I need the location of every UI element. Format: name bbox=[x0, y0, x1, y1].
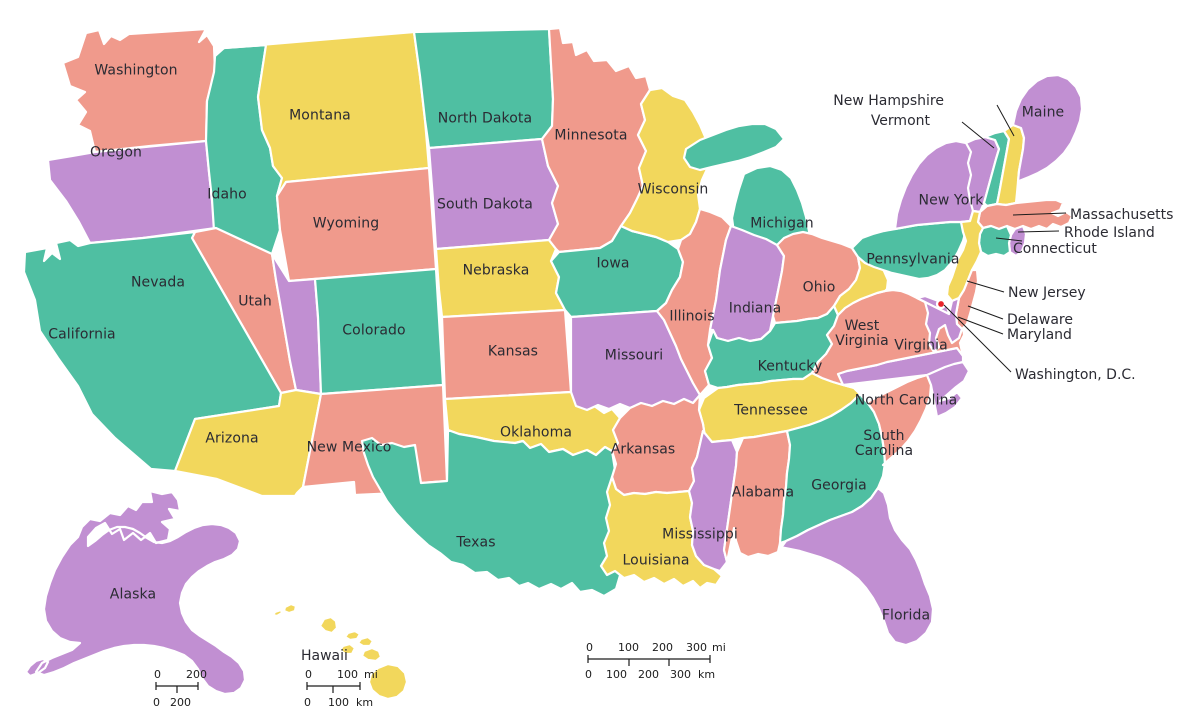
main-km-tick-200: 200 bbox=[638, 668, 659, 681]
leader-vermont bbox=[961, 121, 995, 149]
main-mi-tick-300: 300 bbox=[686, 641, 707, 654]
state-west-virginia[interactable] bbox=[832, 252, 890, 317]
main-km-tick-100: 100 bbox=[606, 668, 627, 681]
state-texas[interactable] bbox=[360, 428, 641, 598]
state-alaska[interactable] bbox=[24, 489, 247, 696]
state-kansas[interactable] bbox=[440, 308, 573, 401]
state-arkansas[interactable] bbox=[610, 393, 707, 497]
state-connecticut[interactable] bbox=[977, 224, 1013, 258]
district-of-columbia[interactable] bbox=[935, 298, 947, 310]
state-michigan-upper[interactable] bbox=[682, 122, 786, 172]
state-label-connecticut: Connecticut bbox=[1013, 241, 1097, 257]
state-label-new-jersey: New Jersey bbox=[1008, 285, 1086, 301]
main-km-tick-300: 300 bbox=[670, 668, 691, 681]
hawaii-km-unit: km bbox=[356, 696, 373, 709]
hawaii-inset-title: Hawaii bbox=[301, 648, 348, 664]
state-label-massachusetts: Massachusetts bbox=[1070, 207, 1174, 223]
leader-maryland bbox=[957, 316, 1004, 335]
leader-connecticut bbox=[995, 237, 1023, 242]
main-mi-tick-0: 0 bbox=[586, 641, 593, 654]
hawaii-mi-tick-100: 100 bbox=[337, 668, 358, 681]
alaska-mi-tick-200: 200 bbox=[186, 668, 207, 681]
alaska-mi-tick-0: 0 bbox=[154, 668, 161, 681]
alaska-km-tick-0: 0 bbox=[153, 696, 160, 709]
leader-new-jersey bbox=[966, 280, 1005, 293]
state-maine[interactable] bbox=[1011, 73, 1084, 184]
state-south-dakota[interactable] bbox=[427, 137, 560, 251]
state-label-new-hampshire: New Hampshire bbox=[833, 93, 944, 109]
state-shapes-group[interactable] bbox=[22, 26, 1084, 701]
state-virginia[interactable] bbox=[810, 288, 966, 387]
hawaii-km-tick-0: 0 bbox=[304, 696, 311, 709]
state-florida[interactable] bbox=[776, 486, 935, 647]
state-wyoming[interactable] bbox=[275, 166, 438, 283]
main-mi-tick-200: 200 bbox=[652, 641, 673, 654]
leader-massachusetts bbox=[1012, 212, 1067, 216]
state-north-dakota[interactable] bbox=[412, 27, 555, 150]
leader-rhode-island bbox=[1017, 230, 1060, 233]
state-label-vermont: Vermont bbox=[870, 113, 930, 129]
hawaii-mi-tick-0: 0 bbox=[305, 668, 312, 681]
alaska-km-tick-200: 200 bbox=[170, 696, 191, 709]
state-nebraska[interactable] bbox=[434, 238, 567, 319]
main-km-unit: km bbox=[698, 668, 715, 681]
state-maryland[interactable] bbox=[915, 294, 964, 354]
state-label-rhode-island: Rhode Island bbox=[1064, 225, 1155, 241]
state-oregon[interactable] bbox=[46, 139, 218, 245]
state-colorado[interactable] bbox=[313, 267, 445, 396]
state-hawaii[interactable] bbox=[271, 602, 409, 701]
scale-bar-main: 0 100 200 300 mi 0 100 200 300 km bbox=[585, 641, 726, 681]
leader-delaware bbox=[967, 305, 1004, 320]
state-label-maryland: Maryland bbox=[1007, 327, 1072, 343]
leader-new-hampshire bbox=[996, 104, 1015, 137]
state-label-delaware: Delaware bbox=[1007, 312, 1073, 328]
callout-leader-lines bbox=[943, 104, 1067, 373]
hawaii-km-tick-100: 100 bbox=[328, 696, 349, 709]
leader-washington-dc bbox=[943, 304, 1012, 373]
hawaii-mi-unit: mi bbox=[364, 668, 378, 681]
main-km-tick-0: 0 bbox=[585, 668, 592, 681]
main-mi-unit: mi bbox=[712, 641, 726, 654]
scale-bar-hawaii: 0 100 mi 0 100 km bbox=[304, 668, 378, 709]
state-alabama[interactable] bbox=[722, 429, 792, 564]
scale-bar-alaska: 0 200 0 200 bbox=[153, 668, 207, 709]
washington-dc-label: Washington, D.C. bbox=[1015, 367, 1136, 383]
state-washington[interactable] bbox=[61, 27, 217, 154]
main-mi-tick-100: 100 bbox=[618, 641, 639, 654]
